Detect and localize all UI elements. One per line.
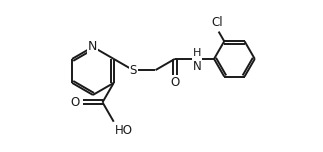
Text: O: O [170,76,180,89]
Text: HO: HO [115,124,133,137]
Text: Cl: Cl [212,16,224,29]
Text: N: N [193,60,202,73]
Text: N: N [88,40,98,53]
Text: H: H [193,48,202,58]
Text: O: O [70,96,80,109]
Text: S: S [130,64,137,77]
